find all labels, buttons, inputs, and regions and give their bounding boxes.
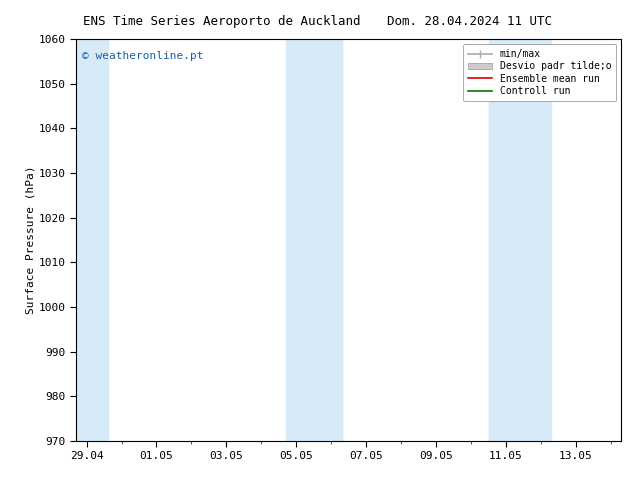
Text: © weatheronline.pt: © weatheronline.pt [82, 51, 203, 61]
Text: ENS Time Series Aeroporto de Auckland: ENS Time Series Aeroporto de Auckland [83, 15, 361, 28]
Text: Dom. 28.04.2024 11 UTC: Dom. 28.04.2024 11 UTC [387, 15, 552, 28]
Bar [489, 39, 552, 441]
Bar [76, 39, 108, 441]
Legend: min/max, Desvio padr tilde;o, Ensemble mean run, Controll run: min/max, Desvio padr tilde;o, Ensemble m… [463, 44, 616, 101]
Y-axis label: Surface Pressure (hPa): Surface Pressure (hPa) [26, 166, 36, 315]
Bar [286, 39, 342, 441]
